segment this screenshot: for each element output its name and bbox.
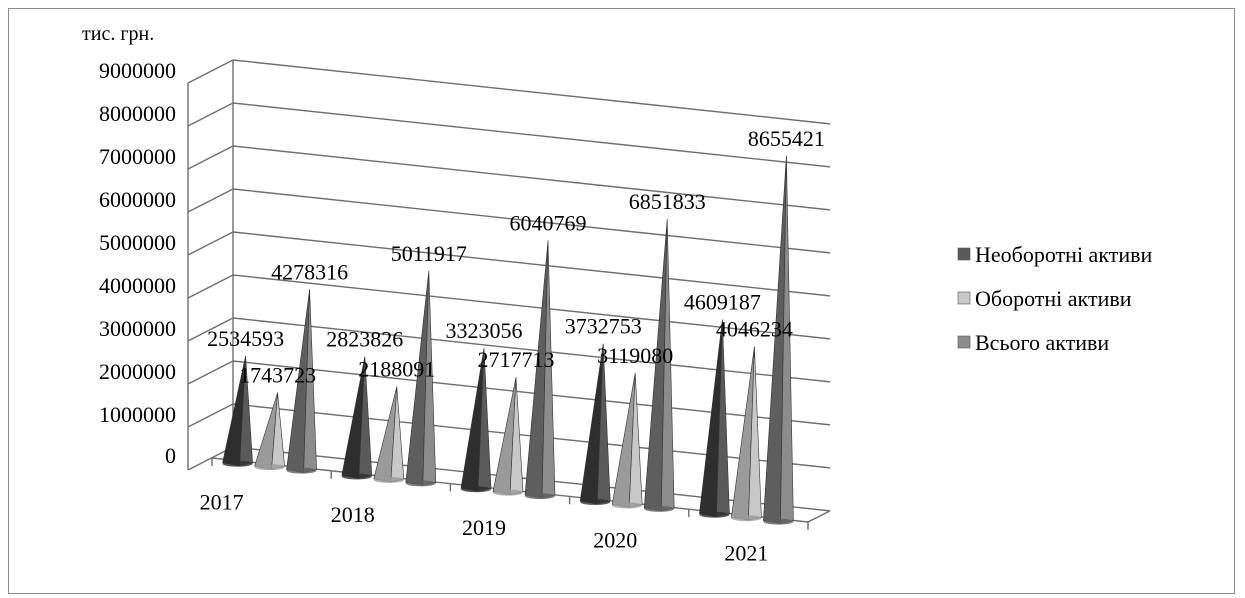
gridline <box>232 317 831 383</box>
data-label: 3732753 <box>565 314 642 339</box>
gridline <box>232 145 831 211</box>
y-tick-label: 0 <box>165 443 176 468</box>
y-tick-label: 6000000 <box>99 187 176 212</box>
y-tick-label: 3000000 <box>99 316 176 341</box>
side-gridline <box>187 403 234 428</box>
cone-оборотні-активи-2018 <box>373 386 405 483</box>
legend-swatch <box>957 335 971 349</box>
data-label: 3119080 <box>597 343 673 368</box>
data-label: 4278316 <box>271 259 348 284</box>
side-gridline <box>187 102 234 127</box>
y-tick-label: 2000000 <box>99 359 176 384</box>
data-label: 1743723 <box>239 363 316 388</box>
y-tick-label: 9000000 <box>99 58 176 83</box>
cone-всього-активи-2018 <box>405 271 437 487</box>
legend-entry: Всього активи <box>975 330 1109 355</box>
y-tick-label: 8000000 <box>99 101 176 126</box>
x-tick-label: 2020 <box>593 528 637 553</box>
x-tick-labels: 2017 2018 2019 2020 2021 <box>200 489 769 565</box>
cones <box>222 155 794 525</box>
data-label: 2188091 <box>358 357 435 382</box>
x-tick-label: 2021 <box>724 540 768 565</box>
side-gridline <box>187 188 234 213</box>
cone-всього-активи-2021 <box>763 155 794 525</box>
x-tick-label: 2019 <box>462 515 506 540</box>
data-label: 6851833 <box>629 189 706 214</box>
cone-всього-активи-2019 <box>524 240 556 500</box>
side-gridline <box>187 274 234 299</box>
data-label: 4609187 <box>684 290 761 315</box>
side-gridline <box>187 145 234 170</box>
gridline <box>232 360 831 426</box>
cone-оборотні-активи-2021 <box>731 346 762 522</box>
y-tick-labels: 9000000 8000000 7000000 6000000 5000000 40000… <box>99 58 176 468</box>
data-label: 8655421 <box>748 126 825 151</box>
data-label: 5011917 <box>391 241 467 266</box>
cone-необоротні-активи-2019 <box>460 348 492 493</box>
gridline <box>232 59 831 125</box>
legend: Необоротні активи Оборотні активи Всього а… <box>957 242 1152 355</box>
gridline <box>232 274 831 340</box>
floor-right-edge <box>807 510 831 523</box>
cone-необоротні-активи-2018 <box>341 356 373 480</box>
side-gridline <box>187 360 234 385</box>
y-tick-label: 5000000 <box>99 230 176 255</box>
data-labels: 2534593 2823826 3323056 3732753 4609187 17437… <box>207 126 825 388</box>
y-tick-label: 4000000 <box>99 273 176 298</box>
cone-оборотні-активи-2020 <box>611 372 643 509</box>
gridline <box>232 188 831 254</box>
x-tick-label: 2017 <box>200 489 244 514</box>
gridline <box>232 231 831 297</box>
cone-необоротні-активи-2020 <box>579 343 611 506</box>
side-gridline <box>187 231 234 256</box>
legend-entry: Необоротні активи <box>975 242 1152 267</box>
data-label: 2717713 <box>478 347 555 372</box>
legend-entry: Оборотні активи <box>975 286 1132 311</box>
cone-необоротні-активи-2021 <box>699 319 730 518</box>
x-tick-label: 2018 <box>331 502 375 527</box>
y-axis-unit-label: тис. грн. <box>82 23 154 45</box>
data-label: 2823826 <box>326 326 403 351</box>
side-gridline <box>187 59 234 84</box>
y-tick-label: 7000000 <box>99 144 176 169</box>
cone-всього-активи-2020 <box>643 219 675 512</box>
cone-необоротні-активи-2017 <box>222 355 253 467</box>
data-label: 3323056 <box>446 318 523 343</box>
y-tick-label: 1000000 <box>99 402 176 427</box>
cone-всього-активи-2017 <box>286 289 317 474</box>
legend-swatch <box>957 247 971 261</box>
data-label: 4046234 <box>716 317 793 342</box>
side-gridline <box>187 317 234 342</box>
data-label: 6040769 <box>510 211 587 236</box>
legend-swatch <box>957 291 971 305</box>
cone-оборотні-активи-2019 <box>492 377 524 496</box>
data-label: 2534593 <box>207 326 284 351</box>
cone-оборотні-активи-2017 <box>254 392 285 471</box>
gridline <box>232 102 831 168</box>
